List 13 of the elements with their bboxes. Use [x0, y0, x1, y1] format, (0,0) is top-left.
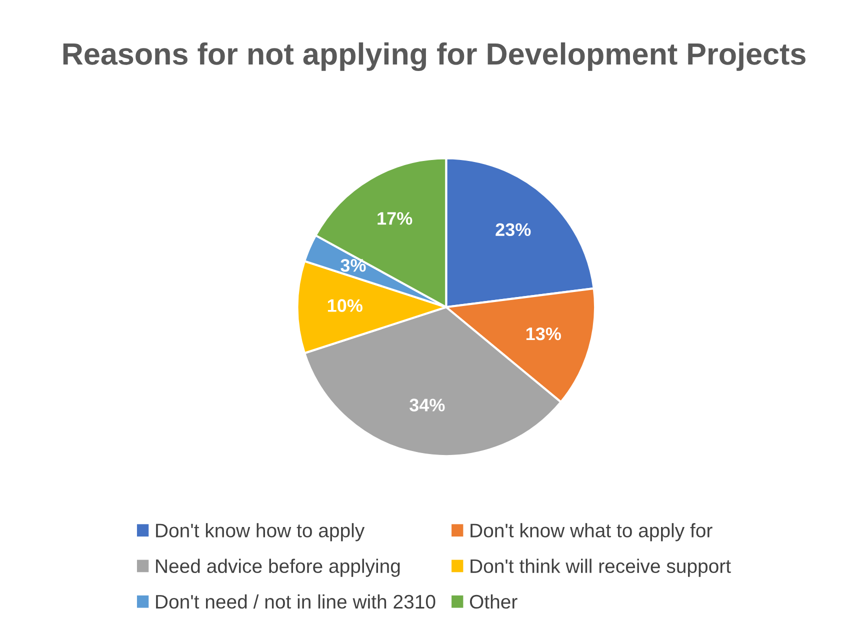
data-label: 23% — [496, 223, 531, 236]
legend-label: Don't know how to apply — [156, 523, 365, 542]
legend-label: Don't need / not in line with 2310 — [156, 594, 436, 609]
chart-title: Reasons for not applying for Development Projects — [63, 42, 806, 72]
data-label: 10% — [328, 299, 362, 312]
data-label: 3% — [340, 258, 366, 272]
data-label: 17% — [378, 212, 412, 225]
legend-label: Don't think will receive support — [470, 558, 731, 577]
data-label: 34% — [410, 398, 445, 412]
legend-label: Other — [470, 594, 518, 609]
legend-label: Need advice before applying — [156, 558, 400, 577]
data-label: 13% — [526, 327, 561, 340]
legend-label: Don't know what to apply for — [470, 523, 712, 542]
